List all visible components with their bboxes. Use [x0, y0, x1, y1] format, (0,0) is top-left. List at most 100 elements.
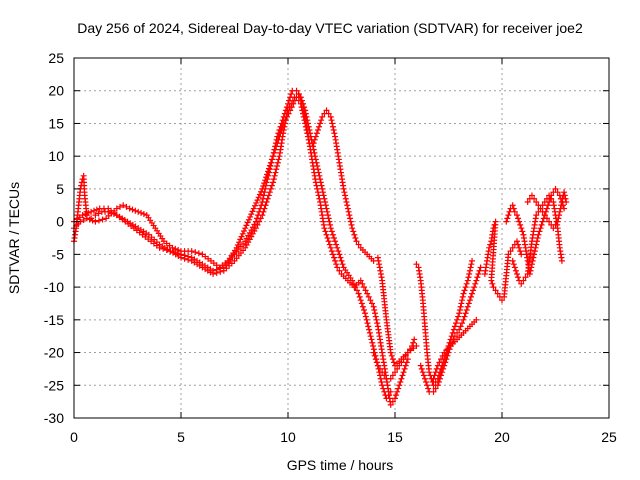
- data-point: [332, 257, 339, 264]
- data-point: [271, 149, 278, 156]
- data-point: [371, 307, 378, 313]
- data-point: [374, 362, 381, 369]
- data-point: [314, 127, 321, 133]
- data-point: [430, 388, 437, 395]
- x-tick-label: 15: [387, 429, 403, 445]
- data-point: [561, 189, 568, 196]
- data-point: [465, 274, 472, 281]
- data-point: [439, 352, 446, 359]
- data-point: [423, 379, 430, 385]
- data-point: [346, 212, 353, 219]
- data-point: [449, 339, 456, 346]
- data-point: [132, 207, 139, 214]
- data-point: [281, 123, 288, 130]
- data-point: [289, 97, 296, 104]
- data-point: [316, 195, 323, 202]
- data-point: [359, 303, 366, 310]
- data-point: [213, 269, 220, 276]
- data-point: [393, 392, 400, 399]
- data-point: [451, 333, 458, 340]
- data-point: [528, 261, 535, 268]
- data-point: [359, 280, 366, 287]
- data-point: [282, 117, 289, 124]
- data-point: [376, 261, 383, 268]
- data-point: [329, 120, 336, 127]
- data-point: [492, 287, 499, 294]
- data-point: [364, 290, 371, 297]
- data-point: [321, 225, 328, 232]
- data-point: [524, 199, 531, 205]
- data-point: [336, 267, 343, 274]
- data-point: [342, 195, 349, 202]
- data-point: [466, 271, 473, 277]
- data-point: [282, 120, 289, 127]
- series-track-b: [71, 94, 420, 369]
- data-point: [394, 365, 401, 372]
- data-point: [543, 215, 550, 222]
- data-point: [291, 94, 298, 101]
- data-point: [344, 205, 351, 212]
- data-point: [467, 264, 474, 271]
- data-point: [541, 212, 548, 219]
- data-point: [530, 254, 537, 261]
- data-point: [486, 244, 493, 251]
- data-point: [325, 110, 332, 117]
- data-point: [255, 194, 262, 201]
- y-axis-title: SDTVAR / TECUs: [6, 182, 22, 294]
- data-point: [387, 349, 394, 356]
- data-point: [314, 189, 321, 196]
- data-point: [268, 156, 275, 163]
- data-point: [271, 172, 278, 179]
- data-point: [350, 228, 357, 235]
- data-point: [432, 385, 439, 392]
- data-point: [459, 293, 466, 300]
- data-point: [477, 264, 484, 271]
- data-point: [395, 385, 402, 392]
- data-point: [509, 244, 516, 251]
- data-point: [347, 218, 354, 225]
- y-tick-label: -10: [44, 279, 64, 295]
- data-point: [379, 382, 386, 389]
- data-point: [178, 254, 184, 261]
- data-point: [328, 248, 335, 255]
- y-tick-label: 0: [56, 214, 64, 230]
- series-track-f: [430, 316, 480, 382]
- data-point: [464, 277, 471, 284]
- data-point: [377, 375, 384, 382]
- data-point: [433, 365, 440, 372]
- data-point: [253, 199, 260, 206]
- data-point: [333, 241, 340, 248]
- data-point: [430, 375, 437, 382]
- data-point: [297, 94, 304, 101]
- data-point: [95, 210, 102, 217]
- data-point: [195, 250, 202, 257]
- data-point: [355, 290, 362, 297]
- data-point: [532, 244, 539, 251]
- chart-title: Day 256 of 2024, Sidereal Day-to-day VTE…: [77, 20, 583, 36]
- data-point: [389, 356, 396, 363]
- data-point: [389, 398, 396, 405]
- data-point: [473, 316, 480, 323]
- data-point: [322, 228, 329, 235]
- x-tick-label: 10: [280, 429, 296, 445]
- data-point: [266, 162, 273, 169]
- x-tick-label: 0: [70, 429, 78, 445]
- data-point: [313, 182, 320, 189]
- data-points: [71, 87, 570, 408]
- data-point: [298, 97, 305, 104]
- data-point: [284, 110, 291, 117]
- data-point: [331, 254, 338, 261]
- data-point: [260, 183, 267, 189]
- data-point: [461, 313, 468, 320]
- data-point: [288, 100, 295, 107]
- data-point: [265, 165, 272, 172]
- data-point: [334, 244, 341, 251]
- data-point: [267, 159, 274, 166]
- data-point: [371, 352, 378, 359]
- data-point: [464, 303, 471, 310]
- data-point: [99, 216, 106, 223]
- data-point: [95, 217, 102, 224]
- data-point: [368, 300, 375, 307]
- data-point: [504, 215, 511, 222]
- data-point: [79, 212, 86, 219]
